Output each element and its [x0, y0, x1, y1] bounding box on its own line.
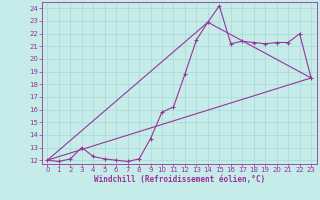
X-axis label: Windchill (Refroidissement éolien,°C): Windchill (Refroidissement éolien,°C)	[94, 175, 265, 184]
